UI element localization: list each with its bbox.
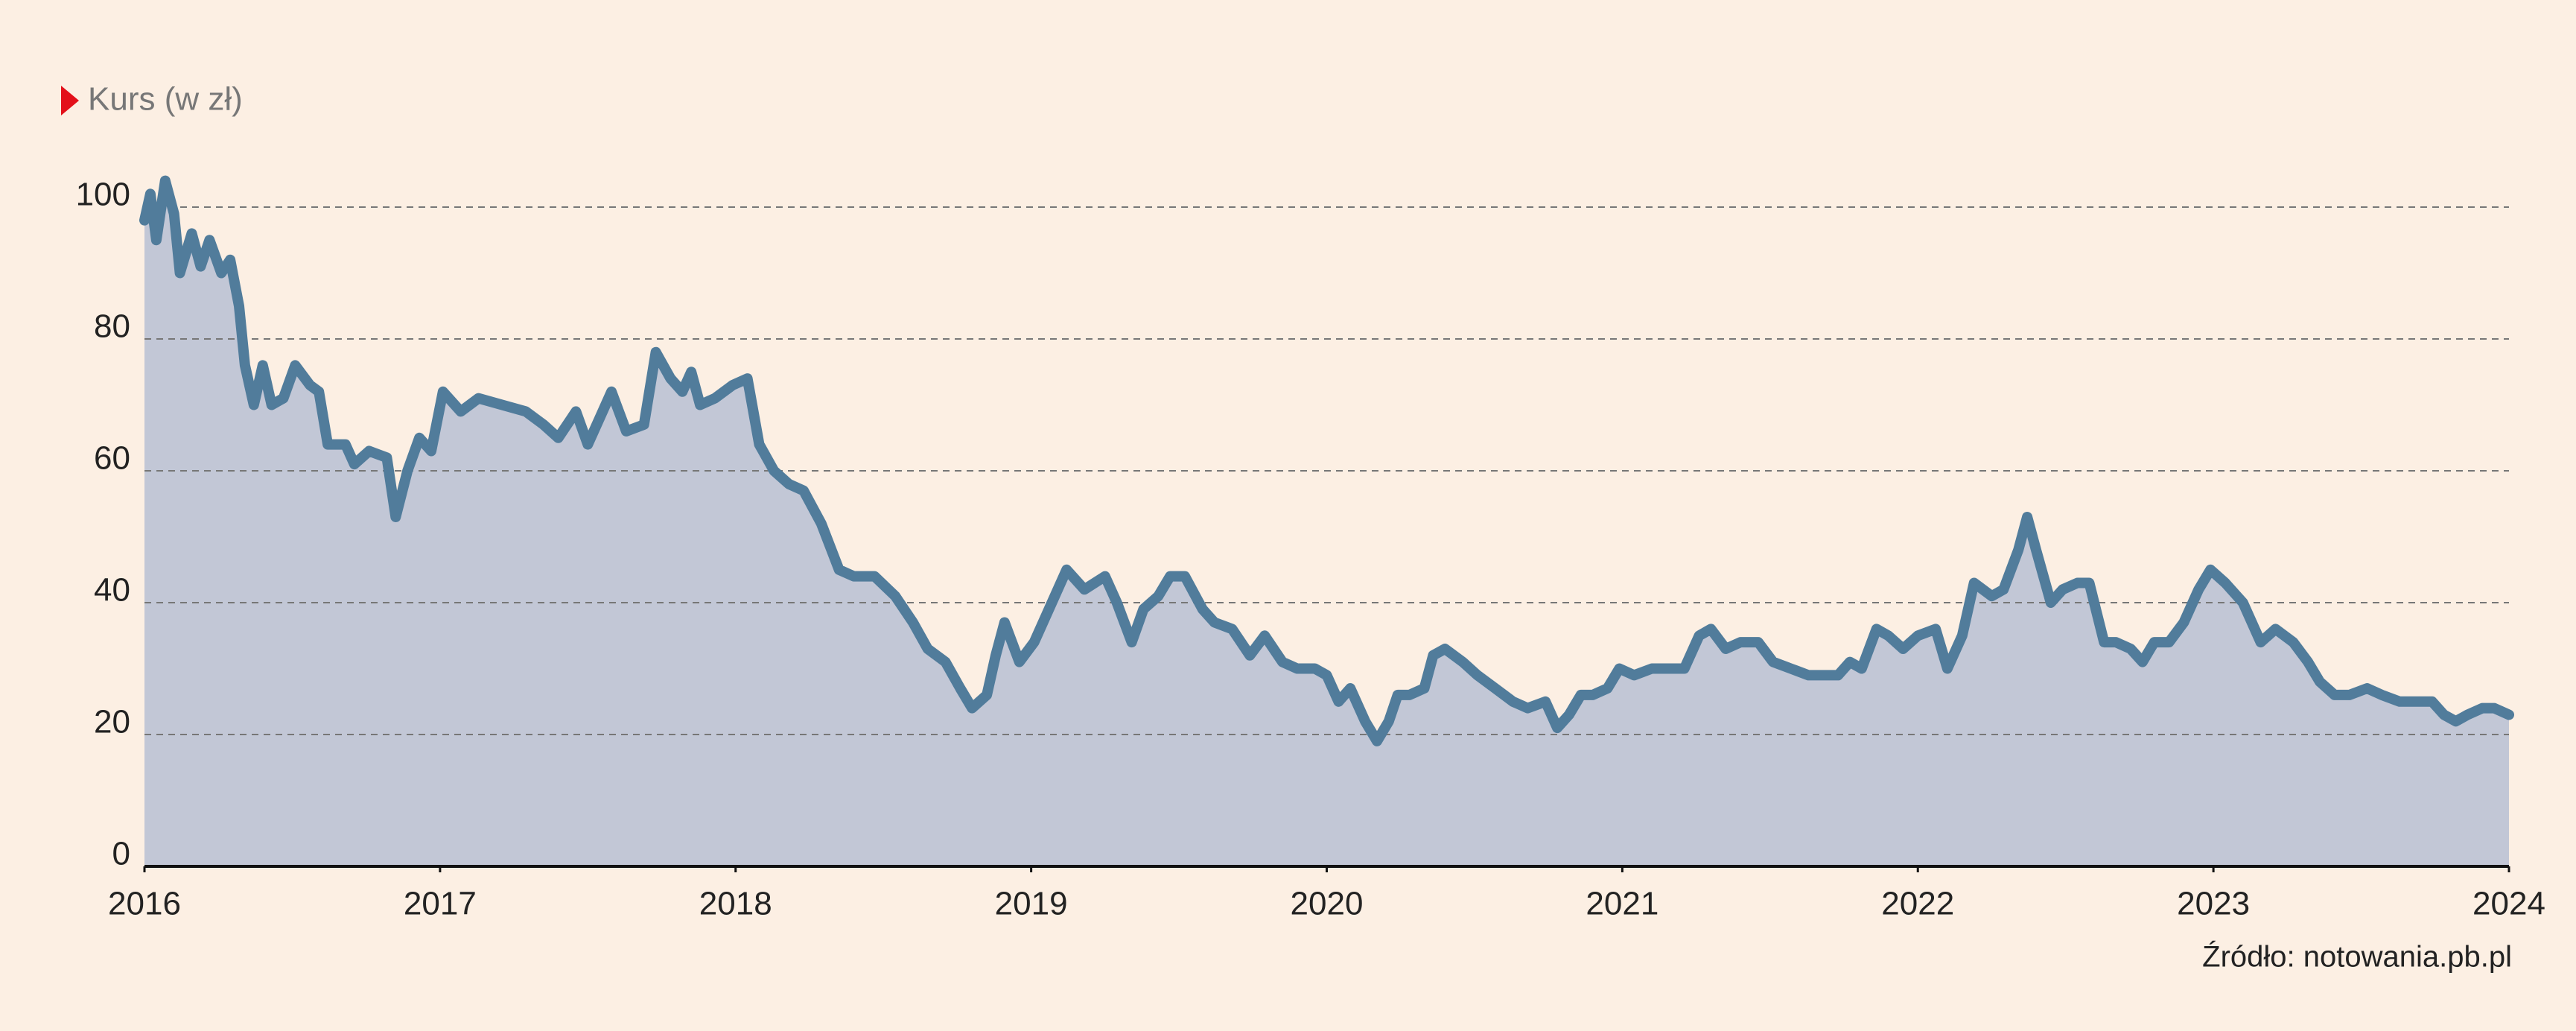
x-tick-label: 2022 [1881,886,1954,922]
source: Źródło: notowania.pb.pl [2202,940,2512,974]
x-tick-label: 2020 [1291,886,1364,922]
line [139,175,2514,746]
title-marker [61,86,79,115]
y-tick-label: 80 [94,308,130,345]
y-tick-label: 60 [94,440,130,477]
y-tick-label: 0 [112,836,130,872]
x-tick-label: 2021 [1586,886,1659,922]
x-tick-label: 2017 [404,886,477,922]
x-tick-label: 2016 [108,886,181,922]
x-tick-label: 2023 [2177,886,2250,922]
y-tick-label: 20 [94,704,130,740]
x-tick-label: 2018 [699,886,772,922]
y-tick-label: 100 [76,177,130,213]
y-tick-label: 40 [94,572,130,609]
area [144,180,2509,867]
chart-title: Kurs (w zł) [88,81,243,118]
x-tick-label: 2024 [2472,886,2545,922]
x-tick-label: 2019 [995,886,1068,922]
